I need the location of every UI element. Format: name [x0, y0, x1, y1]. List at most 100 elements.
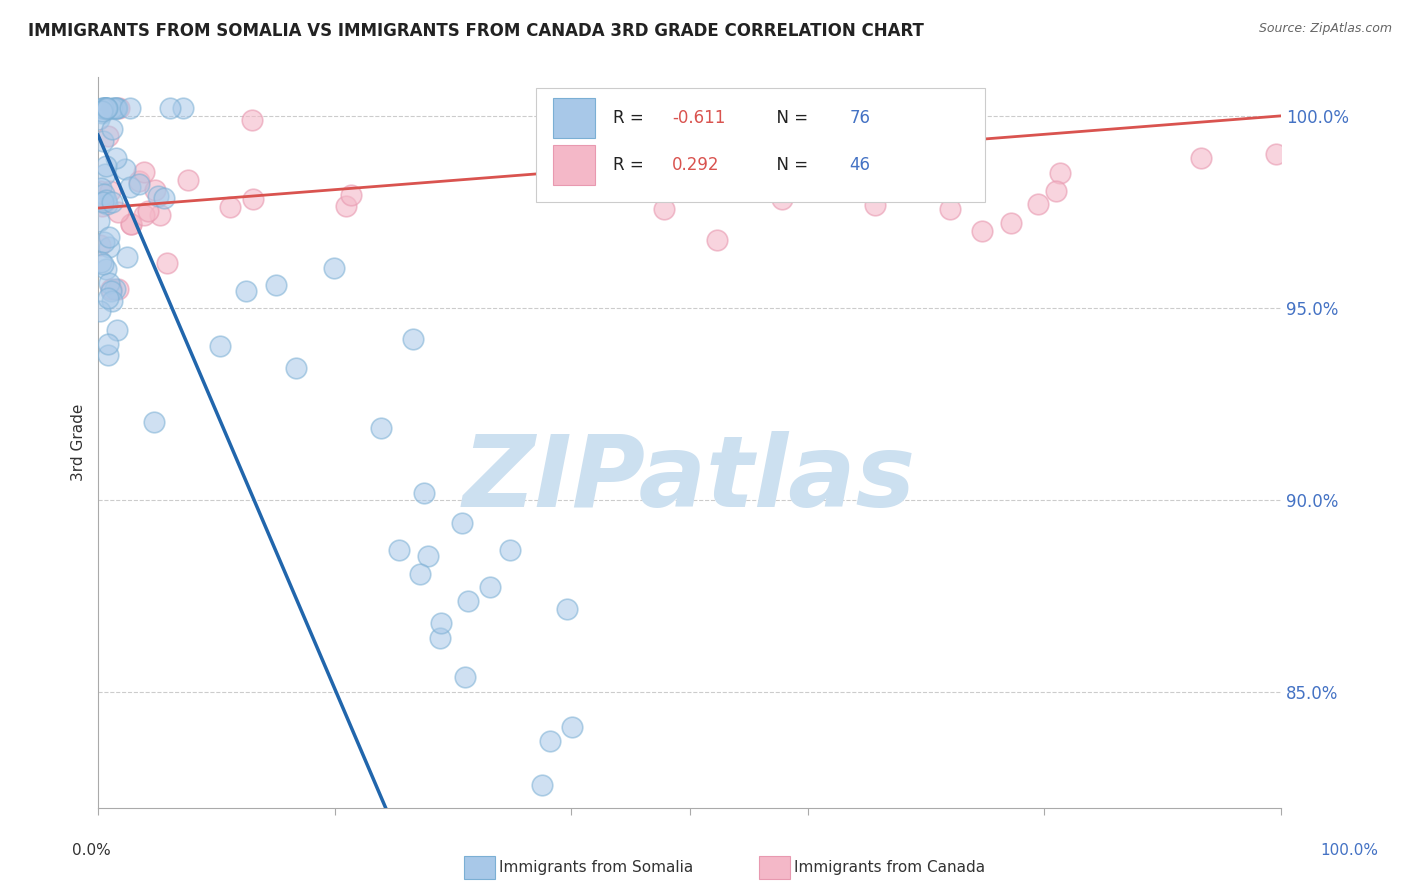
- Point: [97, 128, 120, 143]
- Point: [120, 218, 142, 232]
- Point: [136, 204, 159, 219]
- Point: [770, 192, 793, 206]
- Point: [105, 151, 128, 165]
- Text: Immigrants from Canada: Immigrants from Canada: [794, 861, 986, 875]
- Text: Immigrants from Somalia: Immigrants from Somalia: [499, 861, 693, 875]
- Point: [418, 549, 440, 564]
- Point: [134, 165, 156, 179]
- Point: [90, 194, 112, 209]
- Point: [285, 360, 308, 375]
- Point: [114, 162, 136, 177]
- Point: [94, 101, 117, 115]
- Point: [1026, 196, 1049, 211]
- Text: 100.0%: 100.0%: [1320, 843, 1379, 858]
- Point: [706, 233, 728, 247]
- Point: [970, 224, 993, 238]
- Point: [1049, 166, 1071, 180]
- Point: [918, 178, 941, 192]
- Point: [93, 235, 115, 249]
- Point: [87, 214, 110, 228]
- Point: [143, 183, 166, 197]
- Point: [105, 323, 128, 337]
- Point: [91, 103, 114, 118]
- Point: [561, 720, 583, 734]
- Point: [100, 282, 122, 296]
- Point: [91, 134, 114, 148]
- Point: [451, 516, 474, 530]
- Point: [647, 139, 669, 153]
- Point: [93, 186, 115, 201]
- Point: [91, 257, 114, 271]
- Point: [90, 199, 112, 213]
- Point: [219, 200, 242, 214]
- Point: [153, 191, 176, 205]
- Point: [429, 632, 451, 646]
- Point: [104, 282, 127, 296]
- Point: [555, 602, 578, 616]
- Point: [242, 113, 264, 128]
- Point: [97, 230, 120, 244]
- Point: [543, 180, 565, 194]
- Point: [105, 101, 128, 115]
- Point: [96, 101, 118, 115]
- Point: [93, 101, 115, 115]
- Point: [100, 194, 122, 209]
- Point: [128, 177, 150, 191]
- Point: [94, 168, 117, 182]
- Point: [97, 337, 120, 351]
- FancyBboxPatch shape: [536, 88, 986, 202]
- Text: 0.0%: 0.0%: [72, 843, 111, 858]
- Text: 46: 46: [849, 156, 870, 174]
- Point: [107, 282, 129, 296]
- Point: [242, 193, 264, 207]
- Point: [105, 101, 128, 115]
- Point: [94, 101, 117, 115]
- Point: [98, 240, 121, 254]
- Point: [209, 339, 232, 353]
- Text: N =: N =: [766, 156, 814, 174]
- Bar: [554, 145, 595, 186]
- Point: [94, 101, 117, 115]
- Point: [1189, 151, 1212, 165]
- Point: [94, 193, 117, 207]
- Point: [873, 119, 896, 133]
- Text: 0.292: 0.292: [672, 156, 720, 174]
- Point: [734, 127, 756, 141]
- Point: [96, 101, 118, 115]
- Point: [429, 616, 451, 631]
- Point: [478, 580, 501, 594]
- Text: -0.611: -0.611: [672, 109, 725, 127]
- Point: [97, 291, 120, 305]
- Point: [89, 184, 111, 198]
- Point: [156, 256, 179, 270]
- Point: [745, 136, 768, 150]
- Point: [172, 101, 194, 115]
- Point: [134, 208, 156, 222]
- Point: [457, 594, 479, 608]
- Point: [115, 251, 138, 265]
- Point: [90, 254, 112, 268]
- Point: [538, 734, 561, 748]
- Point: [93, 101, 115, 115]
- Point: [388, 542, 411, 557]
- Point: [107, 101, 129, 115]
- Point: [143, 415, 166, 429]
- Point: [882, 150, 904, 164]
- Point: [413, 486, 436, 500]
- Y-axis label: 3rd Grade: 3rd Grade: [72, 404, 86, 481]
- Point: [93, 194, 115, 209]
- Point: [1000, 216, 1022, 230]
- Text: N =: N =: [766, 109, 814, 127]
- Point: [780, 176, 803, 190]
- Point: [100, 285, 122, 299]
- Point: [340, 187, 363, 202]
- Point: [89, 303, 111, 318]
- Point: [149, 208, 172, 222]
- Point: [90, 106, 112, 120]
- Point: [103, 101, 125, 115]
- Point: [235, 284, 257, 298]
- Point: [90, 181, 112, 195]
- Point: [105, 101, 128, 115]
- Point: [499, 542, 522, 557]
- Point: [118, 101, 141, 115]
